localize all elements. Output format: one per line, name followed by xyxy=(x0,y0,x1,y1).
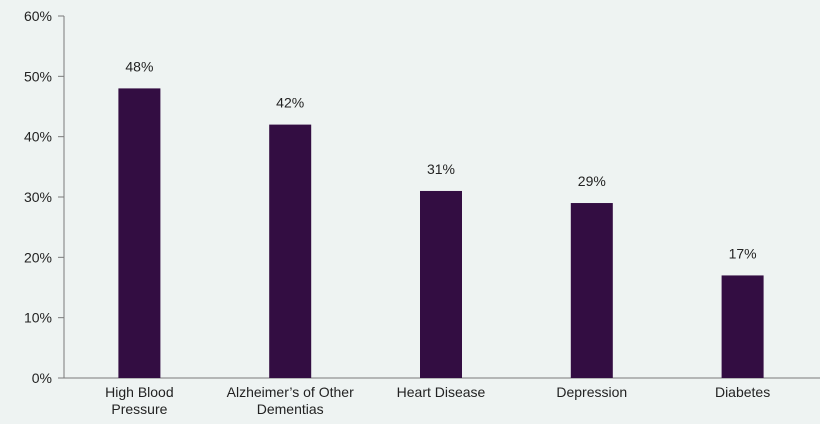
bar xyxy=(269,124,312,378)
bar-value-label: 31% xyxy=(427,161,455,177)
x-category-label-line: Alzheimer’s of Other xyxy=(227,384,354,400)
bars xyxy=(118,88,764,379)
bar-value-label: 48% xyxy=(125,58,153,74)
y-tick-label: 20% xyxy=(24,249,52,265)
x-category-label-line: Depression xyxy=(556,384,627,400)
bar xyxy=(420,190,462,378)
y-tick-label: 40% xyxy=(24,129,52,145)
x-category-label: Diabetes xyxy=(715,384,770,400)
x-category-label: Heart Disease xyxy=(397,384,486,400)
x-category-label: Depression xyxy=(556,384,627,400)
y-tick-label: 0% xyxy=(32,370,52,386)
bar xyxy=(118,88,161,379)
x-category-label-line: Pressure xyxy=(111,401,167,417)
bar-value-label: 42% xyxy=(276,95,304,111)
data-labels: 48% 42% 31% 29% 17% xyxy=(125,58,756,261)
y-tick-label: 50% xyxy=(24,68,52,84)
bar-value-label: 29% xyxy=(578,173,606,189)
y-tick-label: 60% xyxy=(24,8,52,24)
y-tick-label: 10% xyxy=(24,310,52,326)
bar-value-label: 17% xyxy=(729,245,757,261)
x-category-label-line: Diabetes xyxy=(715,384,770,400)
x-category-label-line: Dementias xyxy=(257,401,324,417)
bar xyxy=(721,275,764,378)
x-category-label-line: High Blood xyxy=(105,384,174,400)
x-category-label-line: Heart Disease xyxy=(397,384,486,400)
x-category-label: Alzheimer’s of Other Dementias xyxy=(227,384,354,417)
x-category-label: High Blood Pressure xyxy=(105,384,174,417)
y-axis: 0% 10% 20% 30% 40% 50% 60% xyxy=(24,8,65,386)
bar xyxy=(570,203,613,378)
y-tick-label: 30% xyxy=(24,189,52,205)
